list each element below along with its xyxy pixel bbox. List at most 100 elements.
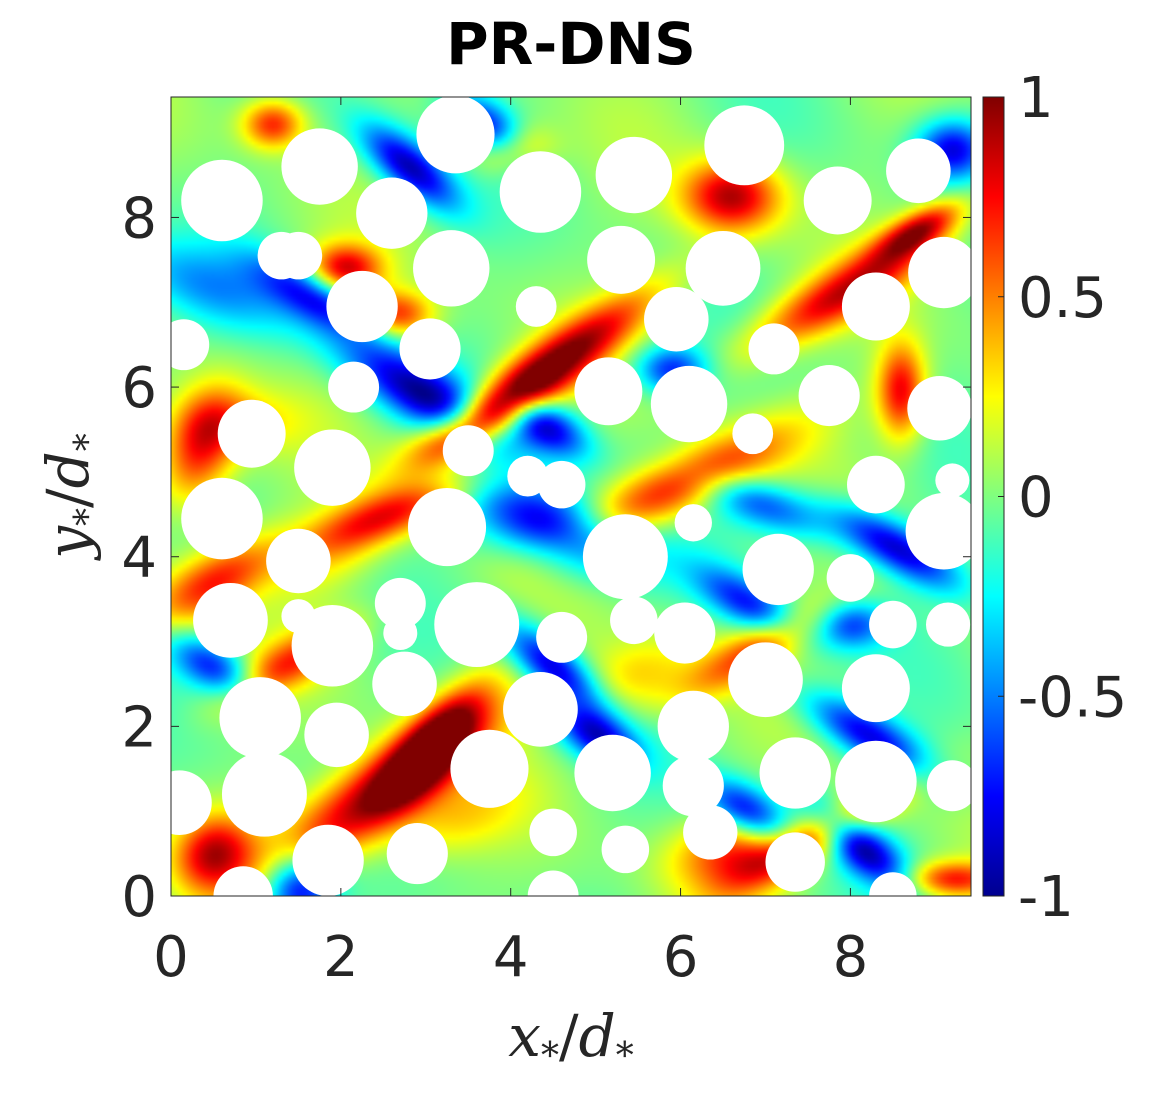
svg-text:y*/d*: y*/d* [34, 433, 109, 561]
x-tick-label-3: 6 [663, 925, 699, 990]
particle-3 [416, 97, 495, 174]
y-tick-label-2: 4 [121, 526, 157, 591]
particle-74 [213, 866, 273, 896]
particle-22 [217, 399, 286, 468]
particle-59 [304, 702, 369, 768]
particle-8 [886, 138, 951, 204]
x-tick-label-0: 0 [153, 925, 189, 990]
particle-34 [935, 463, 970, 498]
particle-58 [657, 690, 729, 763]
x-tick-label-2: 4 [493, 925, 529, 990]
y-axis-label-den: d [34, 451, 102, 488]
particle-19 [841, 272, 910, 341]
particle-63 [759, 737, 831, 809]
particle-65 [926, 760, 971, 812]
particle-71 [386, 823, 448, 885]
colorbar-tick-label-3: -0.5 [1018, 665, 1127, 730]
particle-16 [515, 286, 557, 327]
particle-35 [266, 528, 331, 594]
x-axis-label: x*/d* [508, 1002, 633, 1077]
particle-6 [704, 105, 785, 186]
particle-15 [171, 319, 210, 371]
svg-text:x*/d*: x*/d* [508, 1002, 633, 1077]
particle-0 [181, 159, 263, 242]
particle-45 [291, 605, 374, 687]
particle-42 [193, 582, 268, 658]
y-tick-label-4: 8 [121, 186, 157, 251]
chart-title: PR-DNS [446, 10, 696, 78]
x-axis-label-sub: * [541, 1036, 559, 1077]
particle-2 [356, 177, 428, 249]
particle-61 [574, 734, 651, 812]
particle-54 [728, 642, 803, 718]
particle-39 [742, 533, 814, 606]
particle-20 [328, 361, 380, 413]
particle-57 [503, 672, 578, 747]
colorbar-tick-label-2: 0 [1018, 466, 1054, 531]
particle-55 [841, 654, 910, 723]
x-axis-label-den-sub: * [616, 1036, 634, 1077]
particle-25 [798, 364, 860, 427]
particles-layer [171, 97, 971, 896]
x-axis-label-base: x [508, 1002, 541, 1070]
particle-26 [907, 376, 971, 441]
particle-62 [662, 755, 724, 817]
particle-51 [869, 600, 917, 649]
particle-12 [413, 230, 490, 307]
particle-7 [803, 166, 872, 235]
particle-52 [925, 602, 971, 647]
particle-50 [654, 602, 716, 664]
y-axis-label-slash: / [34, 488, 102, 508]
colorbar: 1 0.5 0 -0.5 -1 [982, 66, 1127, 930]
particle-28 [442, 425, 494, 477]
x-ticks: 0 2 4 6 8 [153, 97, 868, 990]
particle-24 [650, 365, 728, 443]
particle-66 [221, 751, 307, 837]
x-axis-label-den: d [579, 1002, 616, 1070]
x-axis-label-slash: / [559, 1002, 579, 1070]
x-tick-label-4: 8 [833, 925, 869, 990]
y-axis-label-sub: * [68, 508, 109, 526]
particle-10 [685, 230, 761, 306]
colorbar-tick-label-0: 1 [1018, 66, 1054, 131]
particle-68 [529, 808, 577, 857]
particle-70 [292, 824, 364, 896]
particle-13 [326, 270, 398, 343]
y-ticks: 0 2 4 6 8 [121, 186, 971, 930]
colorbar-ticks: 1 0.5 0 -0.5 -1 [998, 66, 1127, 930]
particle-46 [383, 616, 418, 651]
particle-4 [499, 151, 582, 233]
particle-1 [281, 128, 358, 205]
particle-60 [450, 729, 529, 808]
particle-53 [372, 651, 437, 717]
particle-30 [732, 413, 774, 455]
plot-area: 0 2 4 6 8 0 2 4 6 8 [121, 96, 972, 990]
particle-76 [869, 872, 917, 896]
particle-56 [219, 677, 301, 759]
plot-frame [170, 96, 972, 897]
particle-72 [601, 825, 650, 874]
x-tick-label-1: 2 [323, 925, 359, 990]
particle-41 [905, 493, 971, 570]
particle-75 [527, 870, 579, 896]
y-axis-label-den-sub: * [68, 433, 109, 451]
y-tick-label-0: 0 [121, 865, 157, 930]
particle-27 [294, 429, 371, 506]
particle-18 [748, 323, 800, 375]
y-axis-label-base: y [34, 525, 102, 562]
particle-40 [826, 554, 875, 602]
particle-5 [595, 136, 673, 214]
colorbar-tick-label-4: -1 [1018, 865, 1074, 930]
particle-38 [674, 504, 712, 542]
particle-17 [644, 286, 709, 352]
particle-48 [536, 611, 588, 663]
particle-67 [171, 770, 212, 835]
particle-36 [407, 487, 487, 567]
colorbar-tick-label-1: 0.5 [1018, 266, 1107, 331]
particle-29 [507, 455, 549, 497]
particle-37 [582, 514, 668, 600]
particle-21 [399, 318, 461, 380]
particle-44 [374, 577, 426, 629]
particle-9 [908, 236, 971, 309]
